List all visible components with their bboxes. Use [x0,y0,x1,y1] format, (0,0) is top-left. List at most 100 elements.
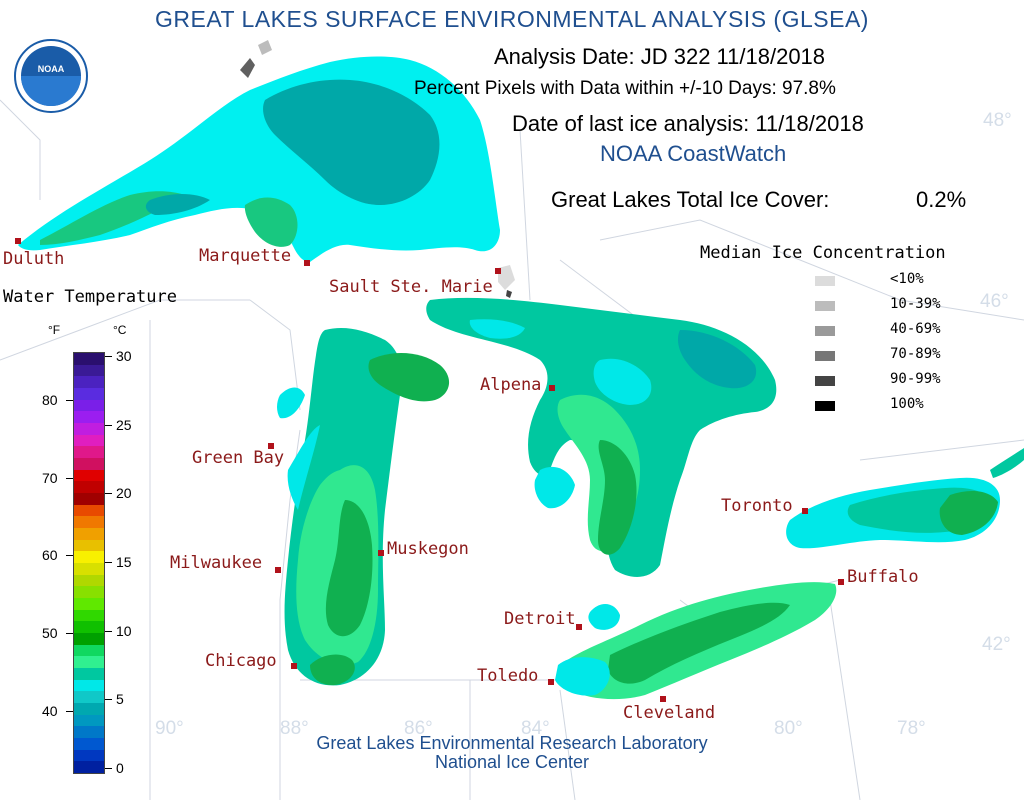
ice-legend-label: 100% [890,396,924,412]
c-tick-mark [105,630,112,632]
city-toledo: Toledo [477,666,539,686]
lon-90-label: 90° [155,718,184,739]
lake-ontario [786,448,1024,549]
total-ice-label: Great Lakes Total Ice Cover: [551,187,830,212]
c-tick-mark [105,768,112,769]
c-tick-mark [105,699,112,701]
temp-color-band [74,563,104,576]
lon-80-label: 80° [774,718,803,739]
percent-pixels: Percent Pixels with Data within +/-10 Da… [414,78,836,99]
temp-color-band [74,726,104,739]
c-tick-label: 30 [116,348,132,364]
temp-color-band [74,574,104,587]
detroit-marker [576,624,582,630]
muskegon-marker [378,550,384,556]
temp-color-band [74,691,104,704]
chicago-marker [291,663,297,669]
cleveland-marker [660,696,666,702]
lake-superior [18,40,500,263]
ice-legend-label: 90-99% [890,371,941,387]
temp-color-band [74,586,104,599]
lake-michigan [277,328,450,686]
footer-line-2: National Ice Center [434,752,590,772]
temp-color-band [74,703,104,716]
lat-46-label: 46° [980,291,1009,312]
city-muskegon: Muskegon [387,539,469,559]
city-milwaukee: Milwaukee [170,553,263,573]
temp-color-band [74,528,104,541]
lat-42-label: 42° [982,634,1011,655]
f-tick-label: 40 [42,703,58,719]
temp-color-band [74,446,104,459]
ice-legend-label: 40-69% [890,321,941,337]
temp-color-band [74,714,104,727]
green-bay-marker [268,443,274,449]
temp-color-band [74,633,104,646]
water-temp-title: Water Temperature [3,287,177,307]
ice-swatch [815,326,835,336]
f-tick-mark [66,711,73,712]
alpena-marker [549,385,555,391]
toronto-marker [802,508,808,514]
temp-color-band [74,749,104,762]
temp-color-band [74,656,104,669]
city-marquette: Marquette [199,246,292,266]
toledo-marker [548,679,554,685]
temp-color-band [74,376,104,389]
noaa-logo-text: NOAA [37,64,65,74]
ice-legend-label: <10% [890,271,924,287]
ice-legend-title: Median Ice Concentration [700,243,946,263]
city-duluth: Duluth [3,249,65,269]
c-tick-label: 0 [116,760,124,776]
buffalo-marker [838,579,844,585]
analysis-date: Analysis Date: JD 322 11/18/2018 [494,44,826,69]
footer-line-1: Great Lakes Environmental Research Labor… [316,733,708,753]
f-tick-mark [66,478,73,479]
temp-color-band [74,481,104,494]
c-tick-label: 15 [116,554,132,570]
temp-color-band [74,493,104,506]
temp-color-band [74,423,104,436]
c-tick-mark [105,424,112,426]
milwaukee-marker [275,567,281,573]
city-chicago: Chicago [205,651,277,671]
noaa-logo: NOAA [14,39,88,113]
f-tick-mark [66,555,73,556]
temp-color-band [74,411,104,424]
temp-color-band [74,539,104,552]
f-tick-label: 60 [42,547,58,563]
unit-c: °C [113,323,127,337]
sault-marker [495,268,501,274]
temperature-color-scale [73,352,105,774]
c-tick-mark [105,562,112,563]
f-tick-mark [66,400,73,401]
lon-78-label: 78° [897,718,926,739]
marquette-marker [304,260,310,266]
temp-color-band [74,598,104,611]
ice-legend-label: 70-89% [890,346,941,362]
duluth-marker [15,238,21,244]
ice-swatch [815,276,835,286]
temp-color-band [74,668,104,681]
city-detroit: Detroit [504,609,576,629]
lake-erie [555,582,837,700]
temp-color-band [74,353,104,366]
temp-color-band [74,516,104,529]
c-tick-mark [105,356,112,357]
f-tick-label: 70 [42,470,58,486]
city-buffalo: Buffalo [847,567,919,587]
unit-f: °F [48,323,61,337]
lon-88-label: 88° [280,718,309,739]
city-toronto: Toronto [721,496,793,516]
temp-color-band [74,469,104,482]
temp-color-band [74,364,104,377]
city-alpena: Alpena [480,375,542,395]
ice-legend-label: 10-39% [890,296,941,312]
ice-swatch [815,401,835,411]
c-tick-label: 10 [116,622,132,639]
c-tick-label: 5 [116,691,124,708]
lon-86-label: 86° [404,718,433,739]
c-tick-mark [105,493,112,495]
last-ice-analysis: Date of last ice analysis: 11/18/2018 [512,111,864,136]
f-tick-label: 80 [42,392,58,408]
